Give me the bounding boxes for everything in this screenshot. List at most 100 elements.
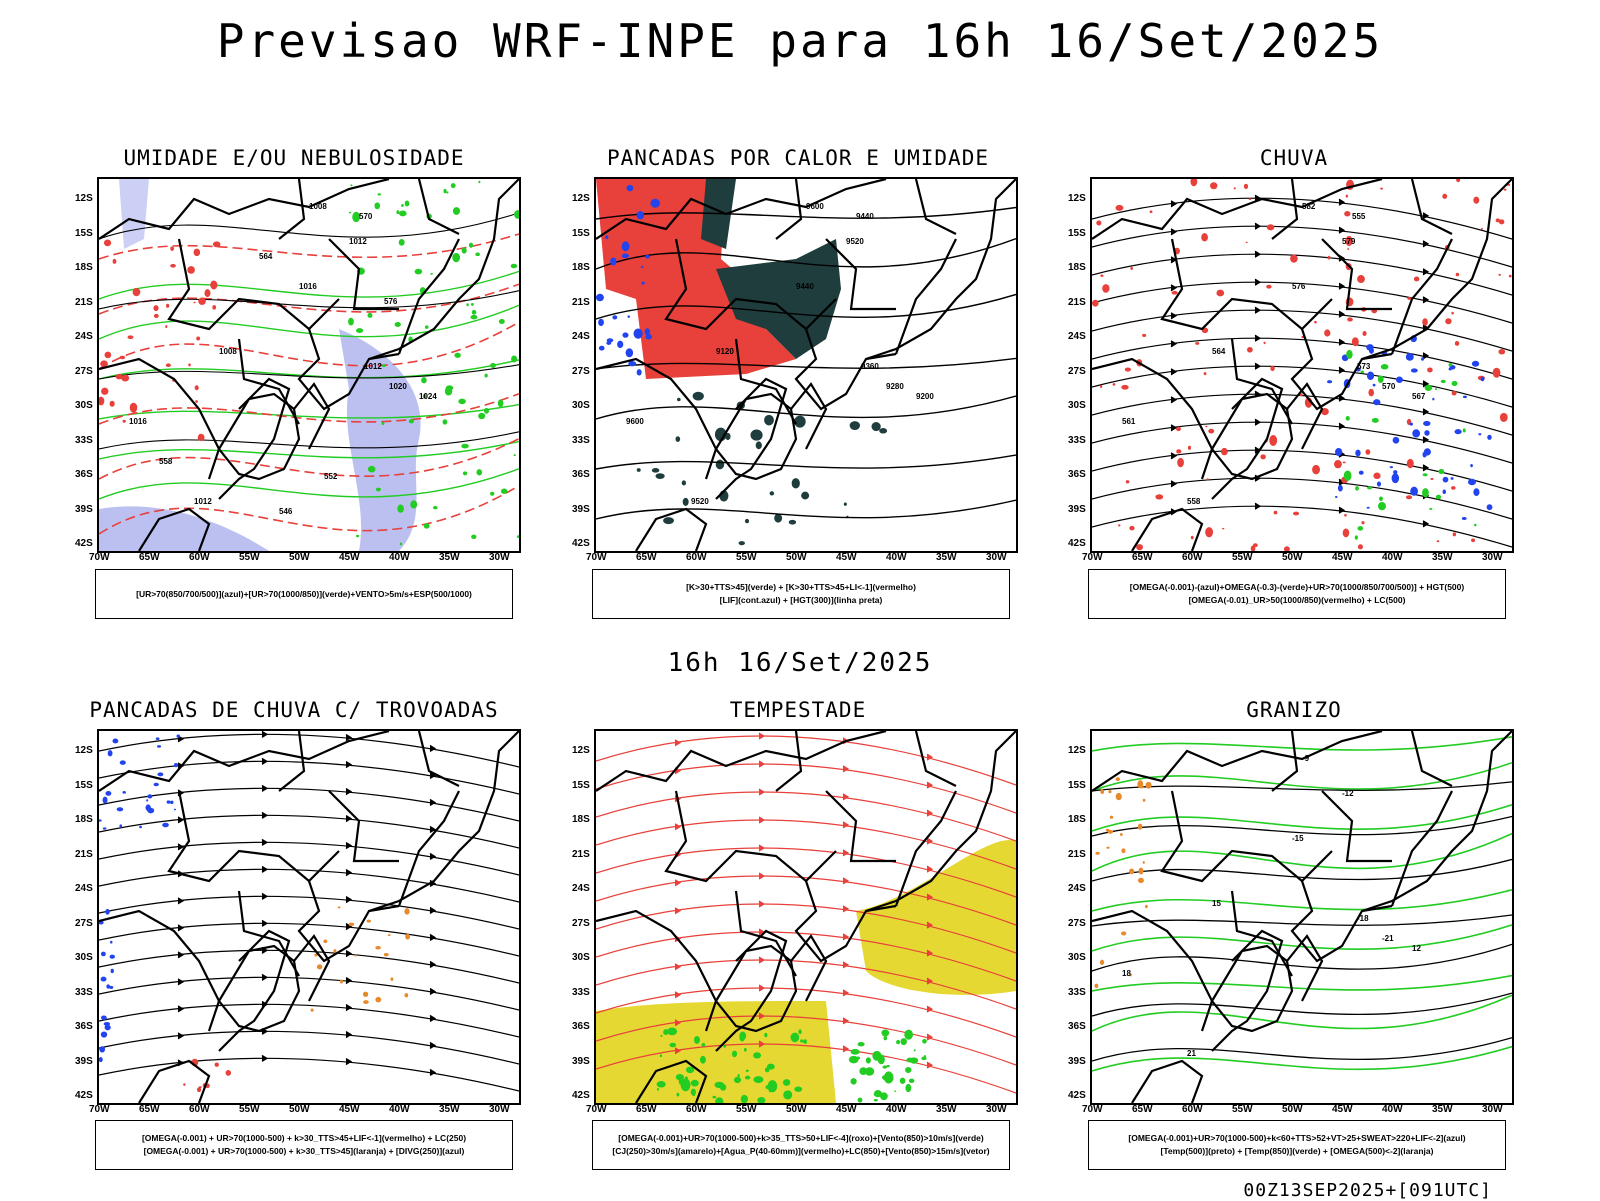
streamline-arrow xyxy=(758,900,766,908)
contour-label: -9 xyxy=(1302,754,1310,763)
streamline-arrow xyxy=(429,852,437,860)
contour-label: 9600 xyxy=(806,202,824,211)
shaded-cell xyxy=(1451,391,1457,396)
shaded-cell xyxy=(723,1044,727,1048)
streamline-arrow xyxy=(1170,368,1178,376)
shaded-cell xyxy=(1392,436,1400,444)
border-line xyxy=(775,731,803,792)
border-line xyxy=(218,929,291,1052)
lon-tick-label: 35W xyxy=(439,552,460,563)
shaded-cell xyxy=(1137,780,1144,789)
contour-label: 546 xyxy=(279,507,293,516)
red-cells xyxy=(99,239,221,442)
streamline xyxy=(99,841,519,876)
streamline xyxy=(596,959,1016,1010)
shaded-cell xyxy=(1358,470,1364,475)
shaded-cell xyxy=(1109,815,1114,819)
streamline-arrow xyxy=(758,732,766,740)
border-line xyxy=(715,929,788,1052)
lat-tick-label: 33S xyxy=(1068,986,1086,998)
shaded-cell xyxy=(1429,507,1433,510)
lon-tick-label: 55W xyxy=(1232,552,1253,563)
streamline-arrow xyxy=(177,816,185,824)
streamline-arrow xyxy=(842,821,850,829)
shaded-cell xyxy=(1324,329,1331,337)
border-line xyxy=(99,357,221,480)
shaded-cell xyxy=(147,794,153,799)
border-line xyxy=(417,731,460,787)
streamline-arrow xyxy=(1422,296,1430,304)
shaded-cell xyxy=(323,939,328,944)
lon-tick-label: 55W xyxy=(736,1104,757,1115)
shaded-cell xyxy=(1422,451,1427,458)
shaded-cell xyxy=(1445,318,1452,325)
map-frame: -9 -12 -15 -18 -21 12 15 18 21 xyxy=(1090,729,1514,1105)
shaded-cell xyxy=(1357,275,1365,284)
contour-line xyxy=(99,359,519,380)
shaded-cell xyxy=(99,1046,106,1053)
lat-tick-label: 42S xyxy=(572,1090,590,1101)
border-line xyxy=(1390,790,1453,907)
shaded-cell xyxy=(1115,204,1124,211)
streamline xyxy=(1092,393,1512,436)
green-wind-cells xyxy=(848,1029,927,1103)
green-rain-cells xyxy=(1343,349,1477,540)
streamline-arrow xyxy=(429,987,437,995)
shaded-cell xyxy=(1345,235,1353,246)
shaded-cell xyxy=(1155,494,1164,500)
shaded-cell xyxy=(1208,428,1215,434)
shaded-cell xyxy=(363,1000,369,1004)
shaded-cell xyxy=(404,908,410,915)
country-borders xyxy=(596,179,1016,551)
shaded-cell xyxy=(1451,311,1454,315)
contour-line xyxy=(99,364,519,380)
shaded-cell xyxy=(1121,931,1127,936)
contour-label: 1012 xyxy=(349,237,367,246)
panel-title: GRANIZO xyxy=(1246,698,1342,722)
streamline-arrow xyxy=(261,973,269,981)
shaded-cell xyxy=(1094,983,1099,989)
contour-line xyxy=(99,270,519,300)
country-borders xyxy=(1092,179,1512,551)
border-line xyxy=(1361,179,1512,361)
shaded-cell xyxy=(483,407,490,414)
lat-tick-label: 27S xyxy=(572,917,590,929)
pressure-isobars xyxy=(99,212,519,450)
shaded-cell xyxy=(1427,367,1433,373)
shaded-cell xyxy=(1105,828,1110,832)
lat-tick-label: 18S xyxy=(572,262,590,273)
contour-label: 576 xyxy=(384,297,398,306)
shaded-cell xyxy=(146,799,149,802)
shaded-cell xyxy=(681,480,687,486)
map-canvas: -9 -12 -15 -18 -21 12 15 18 21 xyxy=(1092,731,1512,1103)
shaded-cell xyxy=(461,443,469,449)
lon-tick-label: 55W xyxy=(1232,1104,1253,1115)
shaded-cell xyxy=(197,433,205,442)
shaded-cell xyxy=(176,734,181,738)
streamline-arrow xyxy=(1170,228,1178,236)
contour-label: 1016 xyxy=(299,282,317,291)
patagonia-coast xyxy=(138,507,211,551)
streamline xyxy=(596,875,1016,926)
shaded-cell xyxy=(1362,330,1367,336)
shaded-cell xyxy=(466,303,469,307)
shaded-cell xyxy=(879,428,888,434)
shaded-cell xyxy=(904,1029,913,1040)
shaded-cell xyxy=(1102,284,1110,293)
shaded-cell xyxy=(489,491,495,496)
shaded-cell xyxy=(684,1076,688,1080)
streamline-arrow xyxy=(1422,268,1430,276)
shaded-cell xyxy=(352,211,361,223)
shaded-cell xyxy=(1273,510,1278,515)
shaded-cell xyxy=(1216,289,1225,297)
streamline xyxy=(99,1003,519,1038)
shaded-cell xyxy=(1205,527,1214,538)
shaded-cell xyxy=(1099,959,1105,965)
lon-tick-label: 55W xyxy=(239,1104,260,1115)
streamline-arrow xyxy=(429,1014,437,1022)
shaded-cell xyxy=(1130,266,1133,270)
streamline-arrow xyxy=(1422,436,1430,444)
shaded-cell xyxy=(382,364,386,368)
panel-title: TEMPESTADE xyxy=(729,698,867,722)
shaded-cell xyxy=(1495,218,1501,223)
